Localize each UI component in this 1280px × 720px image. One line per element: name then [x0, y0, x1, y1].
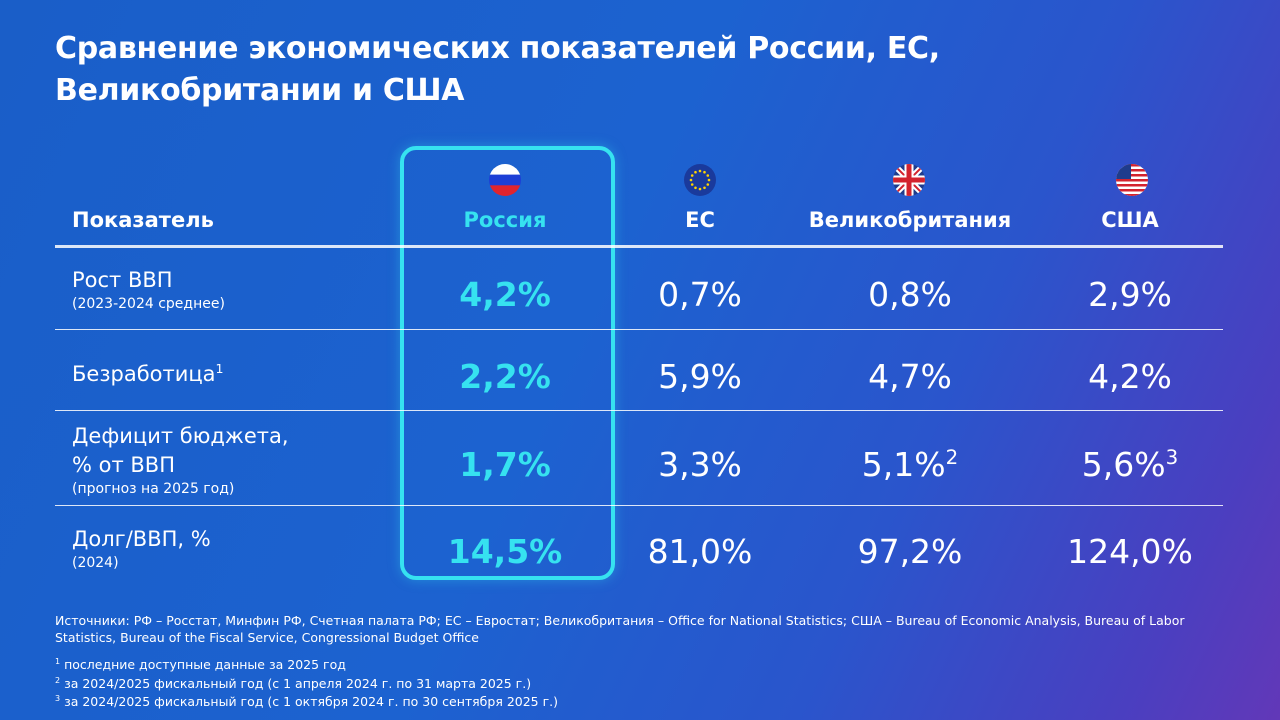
uk-flag-icon: [893, 164, 925, 196]
row-label-main: Рост ВВП: [72, 268, 173, 292]
usa-column-header: США: [1101, 208, 1159, 232]
row-label-debt-gdp: Долг/ВВП, % (2024): [72, 525, 211, 572]
russia-flag-icon: [489, 164, 521, 196]
usa-flag-icon: [1116, 164, 1148, 196]
table-cell: 4,7%: [868, 357, 952, 396]
row-divider: [55, 329, 1223, 330]
footnote: 3 за 2024/2025 фискальный год (с 1 октяб…: [55, 694, 559, 710]
footnote-marker: 3: [1165, 446, 1179, 469]
russia-column-header: Россия: [463, 208, 547, 232]
table-cell: 4,2%: [459, 275, 551, 314]
row-label-sub: (2024): [72, 555, 119, 571]
footnotes: 1 последние доступные данные за 2025 год…: [55, 654, 558, 710]
row-label-main-2: % от ВВП: [72, 453, 175, 477]
table-cell: 3,3%: [658, 445, 742, 484]
row-label-unemployment: Безработица1: [72, 360, 224, 389]
table-cell: 5,6%3: [1081, 445, 1179, 484]
footnote: 1 последние доступные данные за 2025 год: [55, 657, 346, 673]
row-label-budget-deficit: Дефицит бюджета, % от ВВП (прогноз на 20…: [72, 422, 289, 498]
indicator-column-header: Показатель: [72, 208, 214, 232]
row-label-main: Дефицит бюджета,: [72, 424, 289, 448]
footnote-marker: 1: [215, 361, 224, 376]
table-cell: 124,0%: [1067, 532, 1193, 571]
row-divider: [55, 410, 1223, 411]
header-divider: [55, 245, 1223, 248]
table-cell: 0,7%: [658, 275, 742, 314]
row-label-sub: (прогноз на 2025 год): [72, 481, 235, 497]
eu-flag-icon: [684, 164, 716, 196]
table-cell: 5,1%2: [861, 445, 959, 484]
table-cell: 4,2%: [1088, 357, 1172, 396]
table-cell: 97,2%: [857, 532, 963, 571]
uk-column-header: Великобритания: [808, 208, 1012, 232]
table-cell: 5,9%: [658, 357, 742, 396]
eu-column-header: ЕС: [685, 208, 715, 232]
page-title: Сравнение экономических показателей Росс…: [55, 31, 940, 108]
row-label-sub: (2023-2024 среднее): [72, 296, 225, 312]
footnote-marker: 2: [945, 446, 959, 469]
sources-text: Источники: РФ – Росстат, Минфин РФ, Счет…: [55, 613, 1185, 645]
table-cell: 14,5%: [447, 532, 563, 571]
table-cell: 2,9%: [1088, 275, 1172, 314]
row-label-main: Долг/ВВП, %: [72, 527, 211, 551]
table-cell: 81,0%: [647, 532, 753, 571]
table-cell: 1,7%: [459, 445, 551, 484]
footnote: 2 за 2024/2025 фискальный год (с 1 апрел…: [55, 675, 532, 691]
row-label-gdp-growth: Рост ВВП (2023-2024 среднее): [72, 266, 225, 313]
table-cell: 0,8%: [868, 275, 952, 314]
row-divider: [55, 505, 1223, 506]
table-cell: 2,2%: [459, 357, 551, 396]
russia-highlight-frame: [400, 146, 615, 580]
row-label-main: Безработица: [72, 362, 216, 386]
